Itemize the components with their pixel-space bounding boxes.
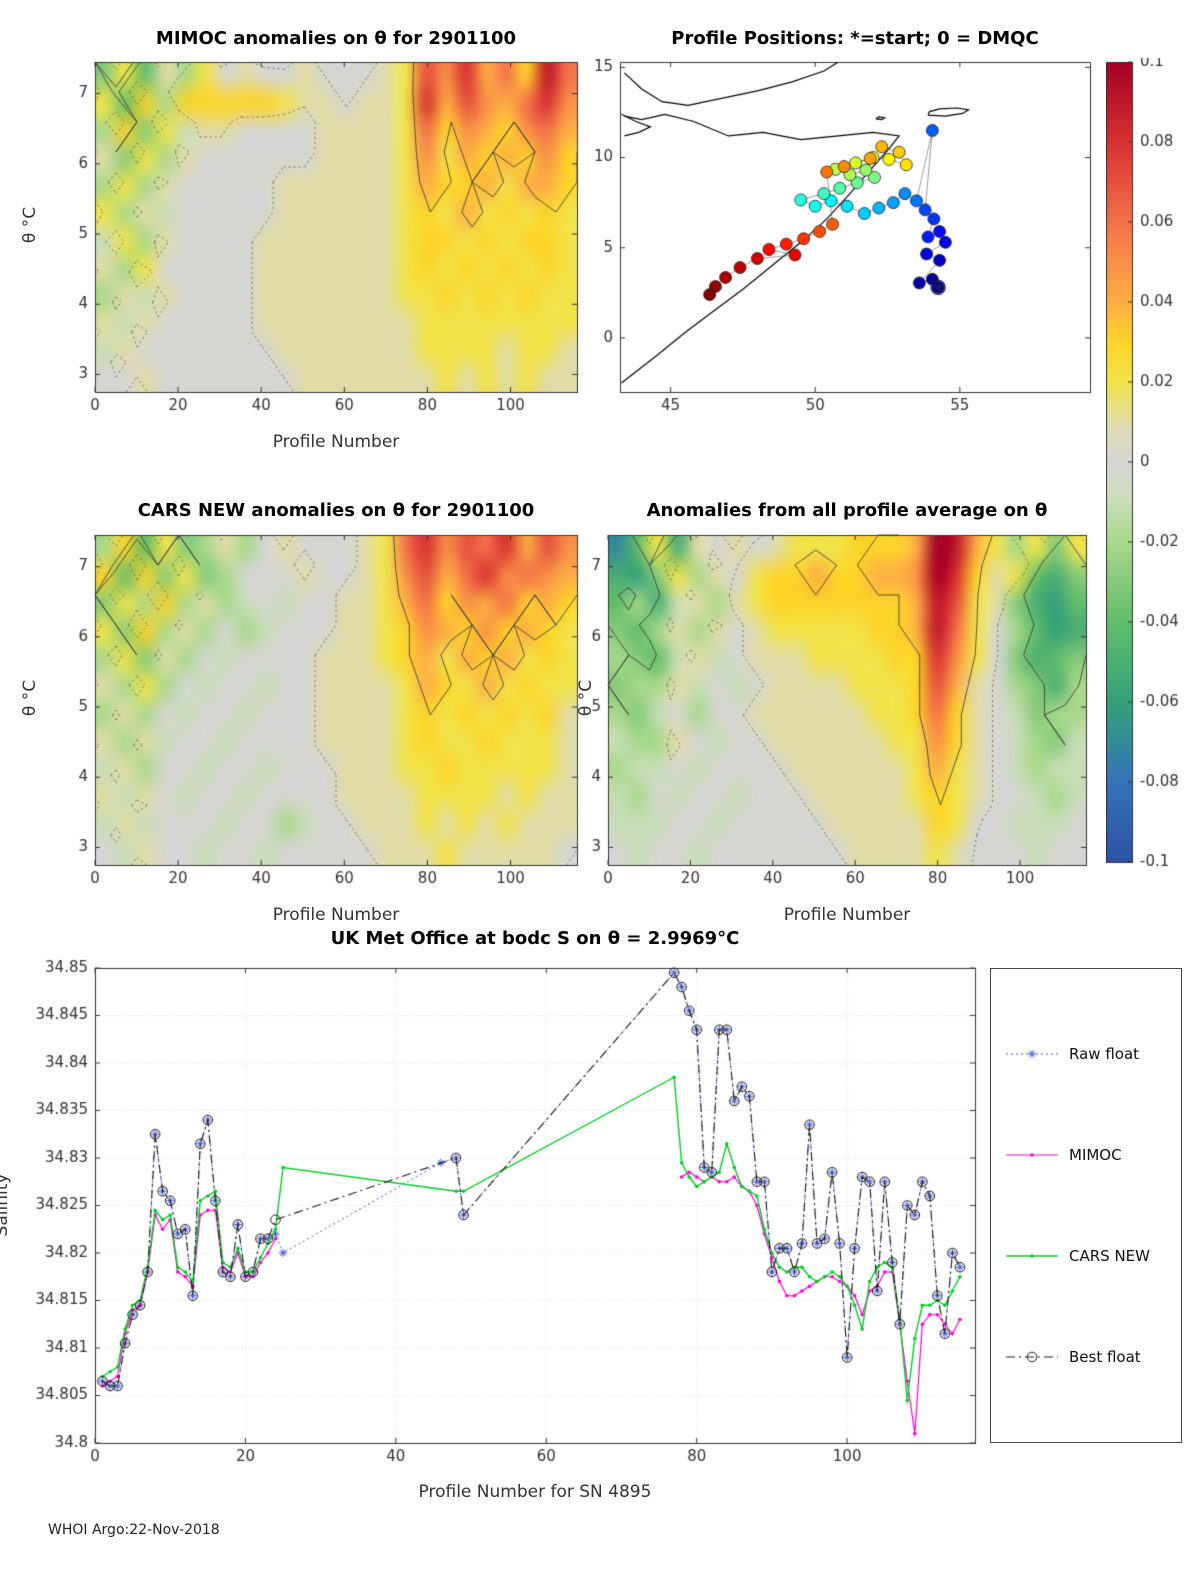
salinity-xlabel: Profile Number for SN 4895 xyxy=(418,1482,652,1502)
mimoc-swatch xyxy=(1003,1143,1061,1166)
legend-label-raw-float: Raw float xyxy=(1069,1044,1140,1063)
cars-new-swatch xyxy=(1003,1245,1061,1268)
avg-heatmap-canvas xyxy=(563,528,1103,903)
salinity-chart-canvas xyxy=(20,955,990,1480)
legend-entry-raw-float: Raw float xyxy=(1003,1042,1169,1065)
mimoc-heatmap-canvas xyxy=(50,55,590,430)
best-float-swatch xyxy=(1003,1346,1061,1369)
avg-ylabel: θ °C xyxy=(576,679,596,717)
avg-title: Anomalies from all profile average on θ xyxy=(646,500,1048,521)
figure-footer: WHOI Argo:22-Nov-2018 xyxy=(48,1522,220,1538)
cars-xlabel: Profile Number xyxy=(272,905,400,925)
legend-label-best-float: Best float xyxy=(1069,1348,1141,1367)
mimoc-title: MIMOC anomalies on θ for 2901100 xyxy=(155,28,517,49)
cars-heatmap-canvas xyxy=(50,528,590,903)
avg-xlabel: Profile Number xyxy=(783,905,911,925)
legend-entry-cars-new: CARS NEW xyxy=(1003,1245,1169,1268)
salinity-title: UK Met Office at bodc S on θ = 2.9969°C xyxy=(330,928,740,949)
colorbar-canvas xyxy=(1106,58,1186,878)
mimoc-xlabel: Profile Number xyxy=(272,432,400,452)
legend-entry-best-float: Best float xyxy=(1003,1346,1169,1369)
raw-float-swatch xyxy=(1003,1042,1061,1065)
cars-title: CARS NEW anomalies on θ for 2901100 xyxy=(137,500,535,521)
mimoc-ylabel: θ °C xyxy=(20,206,40,244)
legend-entry-mimoc: MIMOC xyxy=(1003,1143,1169,1166)
legend: Raw float MIMOC CARS NEW Best float xyxy=(990,968,1182,1443)
profile-positions-map-canvas xyxy=(590,55,1110,430)
map-title: Profile Positions: *=start; 0 = DMQC xyxy=(671,28,1039,49)
legend-label-cars-new: CARS NEW xyxy=(1069,1247,1150,1266)
salinity-ylabel: Salinity xyxy=(0,1173,12,1237)
cars-ylabel: θ °C xyxy=(20,679,40,717)
legend-label-mimoc: MIMOC xyxy=(1069,1145,1122,1164)
